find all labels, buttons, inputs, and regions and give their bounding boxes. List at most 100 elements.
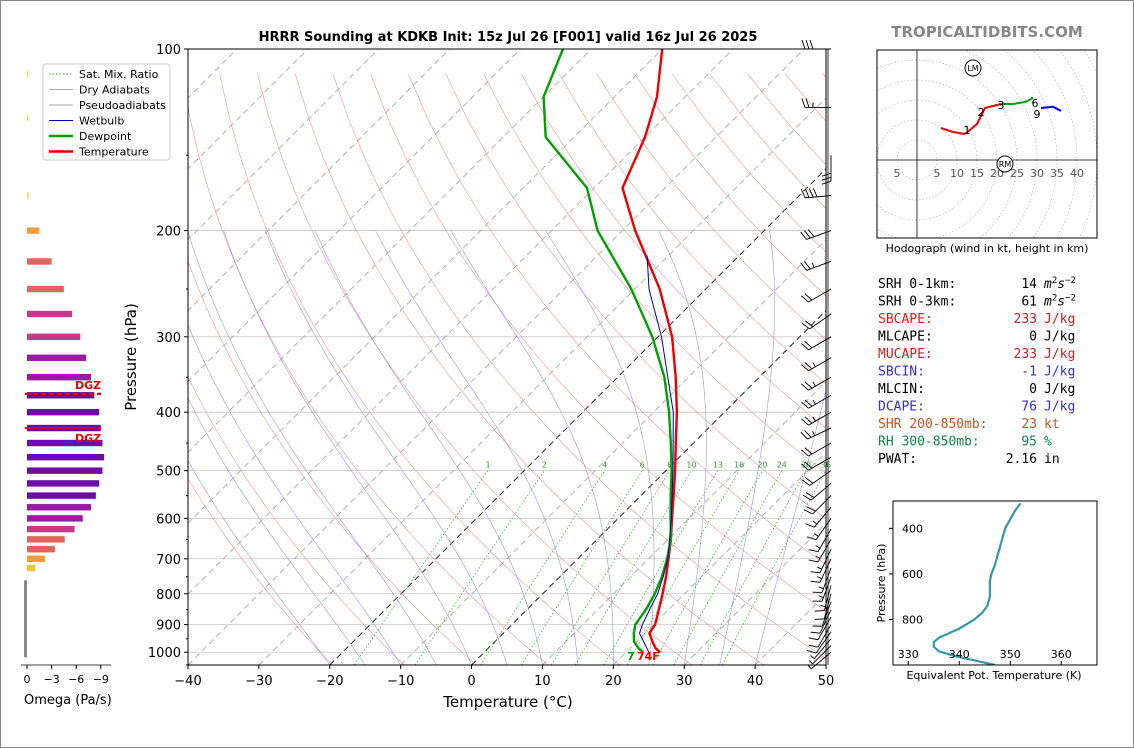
index-unit: J/kg [1044, 382, 1075, 397]
index-value: 95 [1021, 435, 1037, 450]
barb-flag [801, 418, 809, 426]
omega-bar [27, 492, 96, 499]
hodo-trace [940, 127, 966, 135]
index-label: SHR 200-850mb: [878, 417, 988, 432]
barb-flag [806, 649, 817, 654]
wind-barb [807, 651, 832, 670]
chart-title: HRRR Sounding at KDKB Init: 15z Jul 26 [… [259, 30, 758, 45]
mixing-ratio-line [354, 470, 489, 665]
omega-surface-bar [24, 629, 27, 635]
barb-staff [819, 609, 832, 634]
mixing-ratio-line [550, 470, 670, 665]
mixing-ratio-line [603, 470, 719, 665]
hodo-height-label: 9 [1034, 108, 1041, 121]
thetae-xtick-label: 340 [949, 648, 970, 661]
theta-e-panel: 330 340 350 360 400 600 800 Equivalent Pot. Tem… [875, 500, 1098, 682]
thetae-frame [892, 500, 1098, 666]
xtick-label: 0 [467, 674, 475, 689]
barb-flag [804, 188, 810, 198]
barb-staff [808, 336, 832, 351]
moist-adiabat [658, 230, 707, 665]
wind-barb [801, 313, 832, 330]
moist-adiabat [719, 230, 776, 665]
barb-flag [809, 39, 814, 50]
barb-flag [803, 509, 813, 515]
wind-barb [806, 631, 832, 654]
xtick-label: −20 [316, 674, 343, 689]
index-unit: in [1044, 452, 1060, 467]
omega-bar [27, 555, 46, 562]
thetae-ytick-label: 600 [902, 568, 923, 581]
omega-surface-bar [24, 622, 27, 628]
barb-half-flag [810, 655, 815, 660]
barb-staff [809, 313, 832, 330]
barb-half-flag [818, 595, 824, 598]
omega-surface-bar [24, 611, 27, 617]
barb-half-flag [812, 430, 816, 436]
xtick-label: 10 [534, 674, 551, 689]
barb-half-flag [812, 520, 818, 525]
xtick-label: −40 [174, 674, 201, 689]
hodo-ring-label: 40 [1070, 167, 1084, 180]
ytick-label: 400 [156, 406, 181, 421]
ytick-label: 1000 [148, 646, 181, 661]
barb-staff [805, 195, 832, 199]
barb-flag [808, 188, 814, 198]
dry-adiabat [294, 73, 764, 665]
mixing-ratio-line [652, 470, 763, 665]
barb-flag [821, 176, 832, 181]
barb-staff [817, 617, 832, 640]
barb-staff [807, 427, 832, 440]
hodo-height-label: 6 [1032, 97, 1039, 110]
barb-staff [813, 506, 832, 528]
series-dewpoint [542, 49, 673, 654]
moist-adiabat [450, 230, 614, 665]
omega-bar [27, 536, 65, 543]
omega-surface-bar [24, 625, 27, 631]
index-row: DCAPE: 76 J/kg [878, 400, 1075, 415]
index-value: -1 [1021, 365, 1037, 380]
hodo-left-mover-label: LM [967, 64, 978, 73]
xtick-label: 50 [818, 674, 835, 689]
xtick-label: −10 [387, 674, 414, 689]
omega-bar [27, 354, 87, 361]
omega-bar [27, 408, 100, 416]
hodo-height-label: 1 [964, 124, 971, 137]
omega-bar [27, 333, 81, 341]
barb-flag [810, 571, 821, 574]
wind-barb [808, 528, 832, 553]
wind-barb [801, 39, 831, 50]
legend-box [42, 63, 171, 161]
omega-surface-bar [24, 600, 27, 606]
ytick-label: 200 [156, 225, 181, 240]
isotherm [188, 49, 450, 312]
barb-flag [807, 229, 815, 238]
omega-bar [27, 546, 55, 553]
index-value: 23 [1021, 417, 1037, 432]
isotherm [188, 49, 592, 453]
wind-barb [800, 187, 832, 199]
omega-bar [27, 515, 83, 522]
moist-adiabat [188, 397, 366, 665]
series-temperature [621, 49, 679, 654]
omega-bar [27, 504, 91, 511]
dgz-label-top: DGZ [75, 379, 101, 392]
barb-half-flag [808, 660, 813, 665]
barb-half-flag [807, 664, 812, 670]
index-unit: % [1044, 435, 1052, 450]
wind-barb [814, 585, 832, 612]
ytick-label: 300 [156, 331, 181, 346]
omega-surface-bar [24, 642, 27, 648]
wind-barb [801, 411, 832, 426]
dry-adiabat [483, 73, 826, 474]
wind-barb [801, 98, 831, 108]
thetae-line [932, 502, 1022, 665]
omega-surface-bar [24, 607, 27, 613]
dry-adiabat [188, 376, 405, 665]
dry-adiabat [188, 478, 333, 665]
index-unit: J/kg [1044, 400, 1075, 415]
barb-half-flag [815, 555, 821, 559]
mixing-ratio-line [626, 470, 740, 665]
